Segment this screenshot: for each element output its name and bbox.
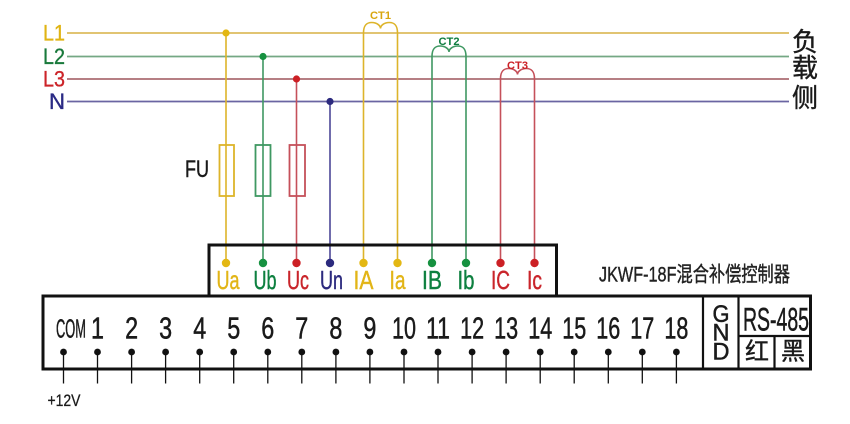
svg-text:FU: FU [185,156,209,183]
svg-text:D: D [713,339,730,366]
svg-text:CT1: CT1 [370,10,391,22]
svg-text:红: 红 [745,339,769,366]
svg-text:Ua: Ua [217,265,240,295]
svg-text:13: 13 [494,311,518,346]
svg-text:1: 1 [91,311,104,346]
svg-text:Ia: Ia [390,265,406,295]
svg-text:Ic: Ic [527,265,542,295]
svg-text:8: 8 [329,311,342,346]
svg-text:Ib: Ib [458,265,475,295]
svg-text:侧: 侧 [792,83,818,113]
svg-text:Ub: Ub [254,265,277,295]
svg-text:11: 11 [426,311,450,346]
svg-text:12: 12 [460,311,484,346]
svg-text:18: 18 [664,311,688,346]
svg-text:N: N [713,320,730,347]
svg-text:RS-485: RS-485 [743,302,809,338]
svg-text:IC: IC [491,265,510,295]
svg-text:10: 10 [392,311,416,346]
svg-text:5: 5 [227,311,240,346]
svg-text:JKWF-18F混合补偿控制器: JKWF-18F混合补偿控制器 [599,264,790,287]
svg-text:L2: L2 [43,44,65,69]
svg-text:Un: Un [320,265,343,295]
svg-text:CT2: CT2 [439,36,460,48]
svg-text:3: 3 [159,311,172,346]
svg-text:16: 16 [596,311,620,346]
svg-text:+12V: +12V [48,391,82,410]
svg-text:17: 17 [630,311,654,346]
svg-text:L1: L1 [43,21,65,46]
svg-text:IB: IB [422,265,442,295]
svg-text:L3: L3 [43,67,65,92]
svg-text:黑: 黑 [781,339,805,366]
svg-text:N: N [49,89,65,114]
svg-text:6: 6 [261,311,274,346]
svg-text:负: 负 [792,27,818,57]
svg-text:4: 4 [193,311,206,346]
svg-text:COM: COM [56,314,86,344]
svg-text:2: 2 [125,311,138,346]
svg-text:G: G [713,301,730,328]
svg-text:Uc: Uc [287,265,309,295]
svg-text:7: 7 [295,311,308,346]
svg-text:IA: IA [354,265,375,295]
svg-text:9: 9 [363,311,376,346]
svg-text:CT3: CT3 [507,60,528,72]
svg-text:14: 14 [528,311,552,346]
svg-text:载: 载 [792,53,818,83]
svg-text:15: 15 [562,311,586,346]
